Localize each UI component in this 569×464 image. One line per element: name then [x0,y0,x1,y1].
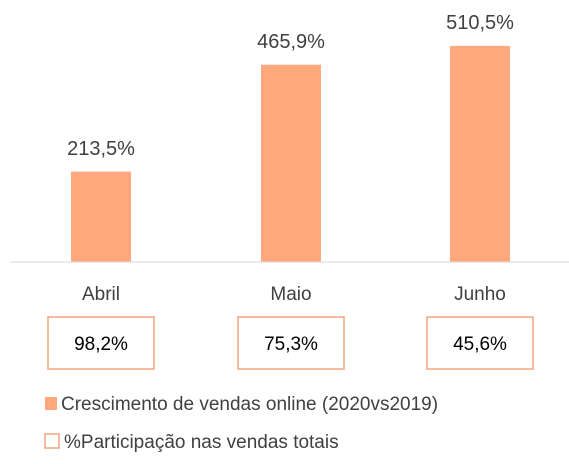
share-label: 45,6% [453,334,507,355]
share-box [426,316,534,370]
share-label: 75,3% [264,334,318,355]
legend-swatch [45,397,57,410]
legend-label: Crescimento de vendas online (2020vs2019… [61,394,438,415]
legend-swatch [44,433,60,449]
data-label: 465,9% [257,31,325,53]
data-label: 213,5% [67,138,135,160]
share-label: 98,2% [74,334,128,355]
data-label: 510,5% [446,12,514,34]
legend-label: %Participação nas vendas totais [64,432,339,453]
x-tick-label: Junho [454,284,506,305]
share-box [47,316,155,370]
share-box [237,316,345,370]
bar [450,45,510,262]
bar [261,64,321,262]
x-tick-label: Maio [270,284,311,305]
x-tick-label: Abril [82,284,120,305]
bar [71,171,131,262]
